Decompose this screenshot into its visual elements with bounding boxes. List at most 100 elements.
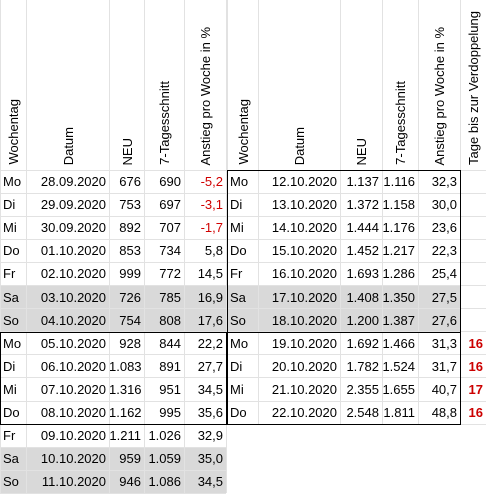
new-cases-cell: 1.162 [109,405,142,420]
weekly-rise-cell: 25,4 [431,266,457,282]
weekday-cell: Mo [3,174,22,189]
weekly-rise-cell: -5,2 [200,174,223,189]
weekly-rise-cell: 48,8 [431,405,457,420]
grid-line [0,377,226,379]
date-cell: 14.10.2020 [271,220,337,236]
weekday-cell: Mi [3,220,17,236]
weekday-cell: Mi [230,220,244,236]
grid-line [0,446,226,448]
seven-day-avg-cell: 690 [159,174,181,189]
grid-line [227,192,486,194]
grid-line [418,0,419,425]
weekly-rise-cell: 27,5 [431,289,457,305]
weekday-cell: Mi [3,381,17,397]
new-cases-cell: 1.316 [109,381,142,397]
new-cases-cell: 676 [119,174,141,189]
new-cases-cell: 1.211 [109,428,141,444]
weekly-rise-cell: 35,0 [197,451,223,467]
week-border [460,331,461,425]
new-cases-cell: 892 [119,220,141,236]
grid-line [109,0,110,494]
new-cases-cell: 2.355 [346,381,379,397]
grid-line [227,377,486,379]
header-new-label: NEU [119,137,135,165]
weekday-cell: Do [230,243,247,259]
weekly-rise-cell: 34,5 [197,474,223,490]
weekly-rise-cell: 17,6 [197,312,223,328]
new-cases-cell: 753 [119,197,141,213]
header-new-left: NEU [109,0,144,170]
weekly-rise-cell: 23,6 [431,220,457,236]
weekday-cell: Mo [3,335,22,351]
week-border [0,331,227,333]
header-rise-label: Anstieg pro Woche in % [432,26,447,166]
date-cell: 11.10.2020 [41,474,106,490]
week-border [227,170,461,171]
seven-day-avg-cell: 785 [159,289,181,305]
grid-line [382,0,383,425]
seven-day-avg-cell: 734 [159,243,181,259]
weekday-cell: Sa [3,289,19,305]
grid-line [0,261,226,263]
new-cases-cell: 726 [119,289,141,305]
date-cell: 18.10.2020 [271,312,337,328]
weekly-rise-cell: 40,7 [431,381,457,397]
weekly-rise-cell: 27,6 [431,312,457,328]
doubling-days-cell: 16 [468,335,483,351]
new-cases-cell: 1.137 [346,174,379,189]
header-date-right: Datum [258,0,340,170]
date-cell: 16.10.2020 [271,266,337,282]
weekday-cell: Mi [230,381,244,397]
seven-day-avg-cell: 1.026 [148,428,181,444]
grid-line [0,169,226,171]
header-rise-left: Anstieg pro Woche in % [184,0,226,170]
seven-day-avg-cell: 1.116 [383,174,415,189]
weekly-rise-cell: 5,8 [204,243,223,259]
grid-line [227,400,486,402]
date-cell: 09.10.2020 [40,428,106,444]
weekly-rise-cell: 32,9 [197,428,223,444]
seven-day-avg-cell: 951 [159,381,181,397]
header-doubling-label: Tage bis zur Verdoppelung [466,11,481,165]
date-cell: 22.10.2020 [271,405,337,420]
weekday-cell: Mo [230,174,249,189]
seven-day-avg-cell: 1.059 [148,451,181,467]
new-cases-cell: 1.693 [346,266,379,282]
new-cases-cell: 1.083 [109,358,142,374]
doubling-days-cell: 16 [468,405,483,420]
new-cases-cell: 1.782 [346,358,379,374]
grid-line [227,238,486,240]
new-cases-cell: 1.408 [346,289,379,305]
weekly-rise-cell: 27,7 [197,358,223,374]
grid-line [0,215,226,217]
weekday-cell: Di [230,358,243,374]
weekday-cell: Sa [230,289,246,305]
seven-day-avg-cell: 1.086 [148,474,181,490]
new-cases-cell: 1.692 [346,335,379,351]
week-border [227,170,228,332]
weekday-cell: Mo [230,335,249,351]
header-avg-label: 7-Tagesschnitt [393,81,408,165]
weekday-cell: So [3,474,19,490]
week-border [0,331,1,425]
weekday-cell: Di [230,197,243,213]
seven-day-avg-cell: 1.176 [382,220,415,236]
header-new-label: NEU [354,137,369,165]
new-cases-cell: 1.200 [346,312,379,328]
date-cell: 20.10.2020 [271,358,337,374]
date-cell: 13.10.2020 [271,197,337,213]
doubling-days-cell: 16 [468,358,483,374]
seven-day-avg-cell: 1.217 [382,243,415,259]
date-cell: 01.10.2020 [40,243,106,259]
week-border [227,424,461,426]
header-avg-left: 7-Tagesschnitt [144,0,184,170]
header-rise-label: Anstieg pro Woche in % [198,26,213,166]
new-cases-cell: 853 [119,243,141,259]
weekend-shade [227,285,460,309]
new-cases-cell: 1.452 [346,243,379,259]
weekly-rise-cell: 22,2 [197,335,223,351]
week-border [227,331,228,425]
seven-day-avg-cell: 1.655 [382,381,415,397]
seven-day-avg-cell: 1.524 [382,358,415,374]
new-cases-cell: 754 [119,312,141,328]
